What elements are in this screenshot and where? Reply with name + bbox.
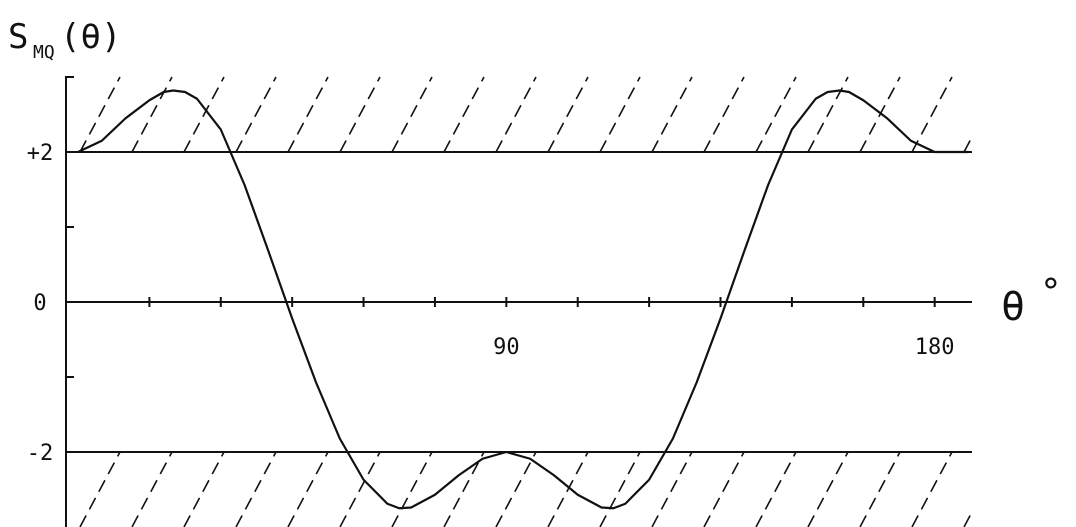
hatch-line [183, 76, 225, 153]
hatch-layer [79, 76, 972, 527]
y-axis-label: S [8, 17, 28, 57]
hatch-line [703, 451, 745, 527]
hatch-line [547, 76, 589, 153]
hatch-line [391, 451, 433, 527]
hatch-line [495, 76, 537, 153]
hatch-line [911, 451, 953, 527]
hatch-line [599, 451, 641, 527]
hatch-line [79, 451, 121, 527]
hatch-line [963, 510, 972, 527]
hatch-line [79, 76, 121, 153]
curve-layer [77, 89, 968, 510]
labels: +2 0 -2 90 180 S MQ (θ) θ ° [8, 17, 1062, 466]
data-curve [77, 89, 968, 510]
hatch-line [183, 451, 225, 527]
hatch-line [859, 76, 901, 153]
hatch-line [287, 451, 329, 527]
hatch-line [755, 451, 797, 527]
hatch-line [651, 451, 693, 527]
hatch-line [235, 451, 277, 527]
reference-lines [66, 151, 972, 453]
hatch-line [963, 135, 972, 153]
y-tick-label: -2 [27, 441, 54, 466]
y-tick-label: 0 [33, 291, 46, 316]
hatch-line [807, 76, 849, 153]
hatch-line [703, 76, 745, 153]
hatch-line [443, 451, 485, 527]
hatch-line [235, 76, 277, 153]
hatch-line [131, 76, 173, 153]
hatch-line [287, 76, 329, 153]
x-axis-unit: ° [1040, 272, 1062, 313]
hatch-line [339, 451, 381, 527]
hatch-line [911, 76, 953, 153]
hatch-line [755, 76, 797, 153]
y-axis-label-subscript: MQ [33, 42, 55, 63]
hatch-line [391, 76, 433, 153]
x-tick-label: 90 [493, 335, 520, 360]
hatch-line [547, 451, 589, 527]
hatch-line [651, 76, 693, 153]
hatch-line [443, 76, 485, 153]
hatch-line [859, 451, 901, 527]
hatch-line [339, 76, 381, 153]
hatch-line [495, 451, 537, 527]
x-axis-label: θ [1001, 284, 1025, 330]
axes [65, 76, 936, 527]
hatch-line [599, 76, 641, 153]
hatch-line [131, 451, 173, 527]
hatch-line [807, 451, 849, 527]
x-tick-label: 180 [915, 335, 955, 360]
y-tick-label: +2 [27, 141, 54, 166]
y-axis-label-suffix: (θ) [60, 17, 121, 57]
